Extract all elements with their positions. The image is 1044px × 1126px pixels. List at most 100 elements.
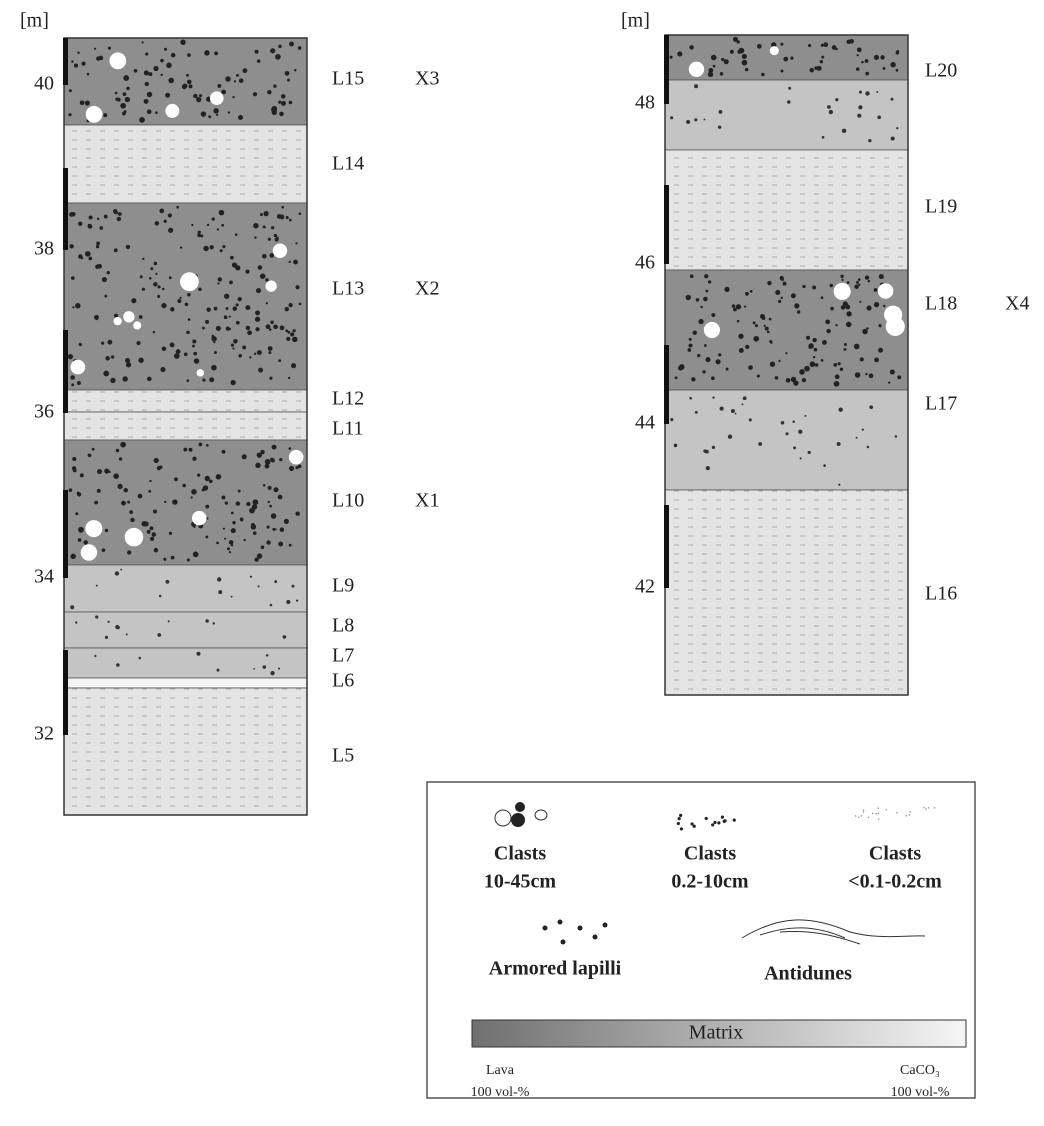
- clast: [272, 445, 277, 450]
- clast: [109, 52, 126, 69]
- clast: [724, 287, 729, 292]
- layer-label: L16: [925, 583, 957, 605]
- clast: [159, 595, 162, 598]
- clast: [840, 275, 843, 278]
- clast: [847, 281, 850, 284]
- clast: [268, 238, 271, 241]
- clast: [675, 376, 678, 379]
- clast: [840, 368, 843, 371]
- clast: [184, 352, 188, 356]
- clast: [711, 313, 715, 317]
- clast: [120, 569, 122, 571]
- clast: [838, 484, 840, 486]
- clast: [104, 295, 107, 298]
- clast: [861, 61, 864, 64]
- sample-label: X3: [415, 68, 439, 90]
- clast: [124, 488, 128, 492]
- clast: [80, 473, 84, 477]
- clast: [800, 457, 802, 459]
- clast: [256, 288, 261, 293]
- icon: [721, 816, 724, 819]
- clast: [170, 342, 175, 347]
- clast: [253, 668, 255, 670]
- icon: [878, 813, 880, 815]
- clast: [193, 525, 196, 528]
- clast: [217, 228, 219, 230]
- clast: [865, 275, 869, 279]
- clast: [263, 484, 266, 487]
- clast: [213, 108, 218, 113]
- clast: [876, 91, 878, 93]
- clast: [697, 354, 700, 357]
- clast: [147, 377, 152, 382]
- clast: [700, 306, 702, 308]
- clast: [209, 377, 214, 382]
- clast: [206, 307, 210, 311]
- clast: [224, 294, 229, 299]
- clast: [224, 538, 226, 540]
- clast: [71, 212, 76, 217]
- clast: [69, 244, 73, 248]
- clast: [149, 277, 152, 280]
- clast: [289, 450, 304, 465]
- clast: [812, 338, 816, 342]
- clast: [767, 331, 770, 334]
- clast: [283, 635, 287, 639]
- clast: [94, 655, 96, 657]
- clast: [868, 280, 871, 283]
- sample-label: X2: [415, 278, 439, 300]
- clast: [274, 234, 277, 237]
- clast: [733, 308, 737, 312]
- icon: [535, 810, 547, 820]
- clast: [148, 490, 151, 493]
- clast: [78, 527, 84, 533]
- clast: [102, 548, 106, 552]
- clast: [123, 311, 134, 322]
- depth-label: 46: [635, 252, 655, 274]
- clast: [712, 446, 715, 449]
- clast: [859, 301, 861, 303]
- layer: [665, 490, 908, 695]
- clast: [77, 381, 81, 385]
- clast: [253, 531, 257, 535]
- clast: [155, 111, 158, 114]
- clast: [829, 110, 833, 114]
- scale-bar: [664, 35, 669, 104]
- clast: [187, 53, 191, 57]
- clast: [278, 101, 281, 104]
- clast: [255, 317, 260, 322]
- clast: [670, 418, 673, 421]
- clast: [257, 350, 262, 355]
- clast: [77, 492, 81, 496]
- clast: [842, 279, 844, 281]
- clast: [826, 329, 830, 333]
- clast: [787, 100, 791, 104]
- clast: [830, 284, 834, 288]
- clast: [160, 59, 164, 63]
- clast: [214, 307, 218, 311]
- scale-bar: [63, 490, 68, 578]
- icon: [723, 819, 726, 822]
- clast: [705, 450, 709, 454]
- icon: [511, 813, 525, 827]
- clast: [225, 76, 230, 81]
- clast: [837, 442, 841, 446]
- layer: [64, 678, 307, 688]
- clast: [155, 273, 157, 275]
- clast: [155, 221, 159, 225]
- icon: [875, 813, 877, 815]
- clast: [757, 44, 762, 49]
- clast: [878, 283, 894, 299]
- clast: [269, 505, 272, 508]
- clast: [788, 87, 791, 90]
- clast: [203, 246, 208, 251]
- clast: [856, 281, 859, 284]
- clast: [260, 213, 263, 216]
- clast: [187, 558, 190, 561]
- clast: [890, 62, 895, 67]
- clast: [169, 276, 172, 279]
- clast: [694, 84, 698, 88]
- clast: [792, 420, 794, 422]
- clast: [753, 336, 759, 342]
- clast: [264, 211, 269, 216]
